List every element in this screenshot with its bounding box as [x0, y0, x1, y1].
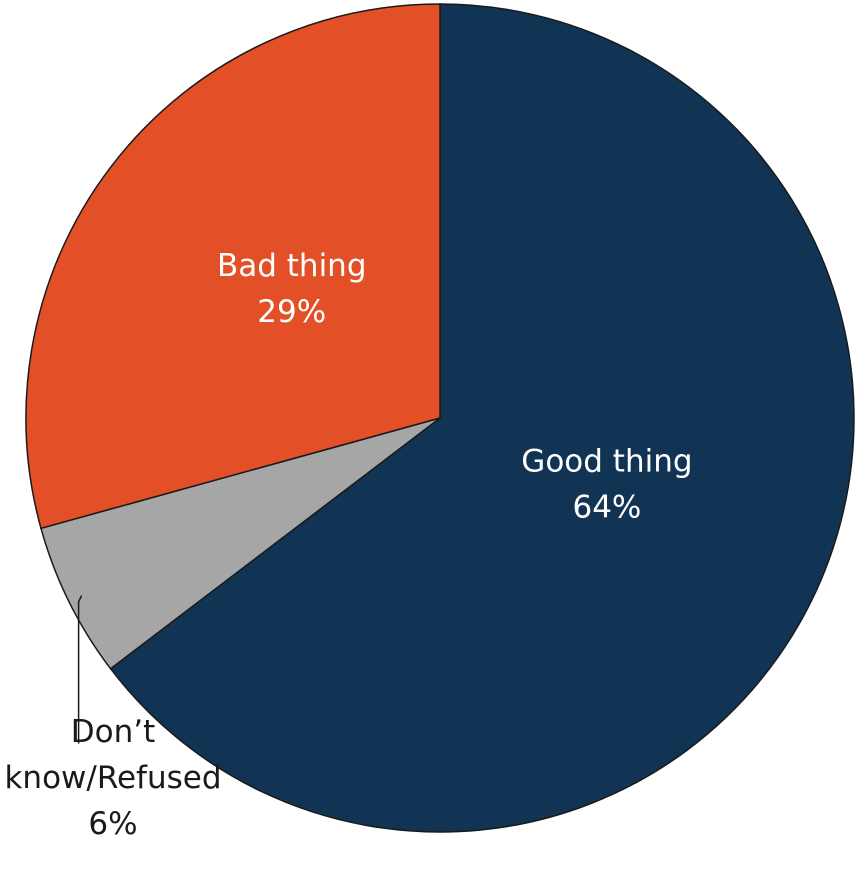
pie-slice-good-thing — [109, 3, 855, 833]
pie-slices — [25, 3, 855, 833]
pie-label-percent: 6% — [88, 806, 137, 842]
pie-slice-bad-thing — [25, 3, 441, 530]
pie-label-percent: 64% — [572, 490, 641, 526]
pie-slice-don-t-know-refused — [40, 417, 441, 670]
pie-label-good-thing: Good thing 64% — [521, 444, 692, 526]
pie-label-text: Good thing — [521, 444, 692, 480]
leader-line-don-t-know-refused — [77, 595, 83, 744]
pie-label-text: Bad thing — [217, 248, 367, 284]
pie-label-text: know/Refused — [4, 760, 221, 796]
pie-label-don-t-know-refused: Don’t know/Refused 6% — [4, 714, 221, 842]
pie-label-text: Don’t — [71, 714, 156, 750]
pie-label-bad-thing: Bad thing 29% — [217, 248, 367, 330]
pie-labels: Good thing 64% Don’t know/Refused 6% Bad thin… — [4, 248, 692, 842]
pie-label-percent: 29% — [257, 294, 326, 330]
